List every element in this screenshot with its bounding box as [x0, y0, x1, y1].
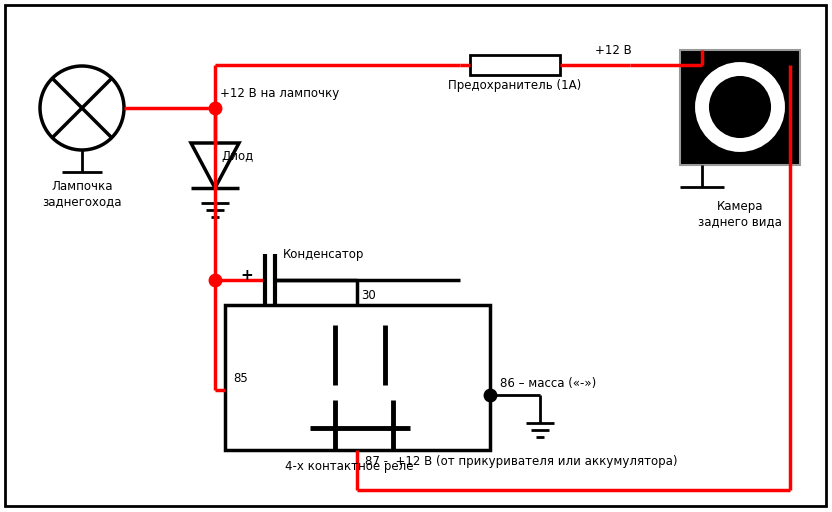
Bar — [225, 305, 490, 450]
Bar — [680, 50, 800, 165]
Circle shape — [722, 89, 758, 125]
Text: 85: 85 — [233, 372, 248, 385]
Text: Диод: Диод — [221, 150, 253, 163]
Text: +12 В: +12 В — [595, 44, 631, 57]
Text: Камера
заднего вида: Камера заднего вида — [698, 200, 782, 228]
Text: Предохранитель (1А): Предохранитель (1А) — [448, 79, 582, 92]
Text: 87 -  +12 В (от прикуривателя или аккумулятора): 87 - +12 В (от прикуривателя или аккумул… — [365, 455, 677, 468]
Text: +12 В на лампочку: +12 В на лампочку — [220, 87, 339, 100]
Text: Лампочка
заднегохода: Лампочка заднегохода — [42, 180, 121, 208]
Bar — [470, 55, 560, 75]
Text: 4-х контактное реле: 4-х контактное реле — [285, 460, 414, 473]
Text: 30: 30 — [361, 289, 376, 302]
Text: +: + — [240, 267, 253, 283]
Text: 86 – масса («-»): 86 – масса («-») — [500, 377, 597, 390]
Text: Конденсатор: Конденсатор — [283, 248, 364, 261]
